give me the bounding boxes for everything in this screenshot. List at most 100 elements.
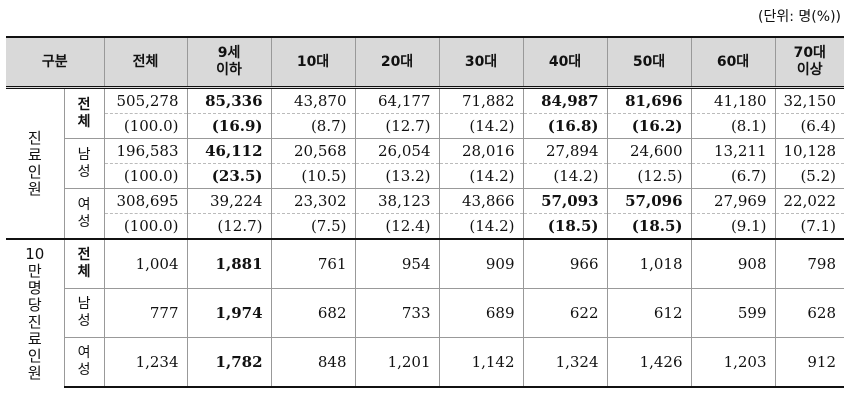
rate-cell: 912 [774,337,845,388]
percent-cell: (14.2) [438,213,524,239]
table-row: (100.0) (12.7) (7.5) (12.4) (14.2) (18.5) (18.… [6,213,845,239]
rate-cell: 682 [270,288,356,338]
table-row: (100.0) (16.9) (8.7) (12.7) (14.2) (16.8) (16.… [6,113,845,139]
percent-cell: (16.8) [522,113,608,139]
count-cell: 13,211 [690,138,776,164]
percent-cell: (12.5) [606,163,692,189]
rate-cell: 1,203 [690,337,776,388]
rate-cell: 612 [606,288,692,338]
count-cell: 22,022 [774,188,845,214]
count-cell: 71,882 [438,86,524,114]
table-row: 남 성 196,583 46,112 20,568 26,054 28,016 27,894 2… [6,138,845,189]
percent-cell: (9.1) [690,213,776,239]
header-age-20s: 20대 [354,36,440,89]
count-cell: 46,112 [186,138,272,164]
count-cell: 85,336 [186,86,272,114]
percent-cell: (12.7) [354,113,440,139]
rate-cell: 1,004 [103,238,188,289]
rate-cell: 761 [270,238,356,289]
table-row: 남 성 777 1,974 682 733 689 622 612 599 628 [6,288,845,338]
count-cell: 24,600 [606,138,692,164]
percent-cell: (100.0) [103,213,188,239]
table-body: 진 료 인 원 전 체 505,278 85,336 43,870 64,177 71,882 84,… [6,86,845,388]
rate-cell: 798 [774,238,845,289]
header-age-70plus: 70대 이상 [774,36,845,89]
percent-cell: (23.5) [186,163,272,189]
percent-cell: (16.2) [606,113,692,139]
percent-cell: (14.2) [438,113,524,139]
header-age-60s: 60대 [690,36,776,89]
table-row: (100.0) (23.5) (10.5) (13.2) (14.2) (14.2) (12… [6,163,845,189]
percent-cell: (6.4) [774,113,845,139]
percent-cell: (10.5) [270,163,356,189]
rate-cell: 966 [522,238,608,289]
header-row: 구분 전체 9세 이하 10대 20대 30대 40대 50대 60대 70대 이상 [6,36,845,89]
rate-cell: 733 [354,288,440,338]
table-row: 여 성 308,695 39,224 23,302 38,123 43,866 57,093 5… [6,188,845,239]
percent-cell: (8.7) [270,113,356,139]
count-cell: 308,695 [103,188,188,214]
percent-cell: (14.2) [438,163,524,189]
rate-cell: 848 [270,337,356,388]
rate-cell: 909 [438,238,524,289]
percent-cell: (12.4) [354,213,440,239]
percent-cell: (8.1) [690,113,776,139]
count-cell: 43,866 [438,188,524,214]
rate-cell: 622 [522,288,608,338]
count-cell: 64,177 [354,86,440,114]
rate-cell: 1,201 [354,337,440,388]
rate-cell: 1,426 [606,337,692,388]
count-cell: 38,123 [354,188,440,214]
rate-cell: 689 [438,288,524,338]
stats-table: 구분 전체 9세 이하 10대 20대 30대 40대 50대 60대 70대 이상… [6,36,845,388]
unit-label: (단위: 명(%)) [758,9,841,25]
rate-cell: 628 [774,288,845,338]
count-cell: 505,278 [103,86,188,114]
count-cell: 84,987 [522,86,608,114]
rate-cell: 1,974 [186,288,272,338]
count-cell: 39,224 [186,188,272,214]
count-cell: 27,969 [690,188,776,214]
rate-cell: 599 [690,288,776,338]
header-age-under9: 9세 이하 [186,36,272,89]
count-cell: 32,150 [774,86,845,114]
count-cell: 20,568 [270,138,356,164]
header-age-40s: 40대 [522,36,608,89]
percent-cell: (7.1) [774,213,845,239]
percent-cell: (5.2) [774,163,845,189]
percent-cell: (18.5) [606,213,692,239]
percent-cell: (18.5) [522,213,608,239]
header-age-50s: 50대 [606,36,692,89]
count-cell: 81,696 [606,86,692,114]
percent-cell: (6.7) [690,163,776,189]
table-row: 여 성 1,234 1,782 848 1,201 1,142 1,324 1,426 1,203… [6,337,845,388]
rate-cell: 1,018 [606,238,692,289]
header-age-10s: 10대 [270,36,356,89]
header-category: 구분 [6,36,105,89]
percent-cell: (7.5) [270,213,356,239]
percent-cell: (100.0) [103,163,188,189]
rate-cell: 1,324 [522,337,608,388]
table-row: 10 만 명 당 진 료 인 원 전 체 1,004 1,881 761 954 909 966 1,018 90… [6,238,845,387]
count-cell: 57,096 [606,188,692,214]
rate-cell: 1,881 [186,238,272,289]
percent-cell: (16.9) [186,113,272,139]
rate-cell: 1,142 [438,337,524,388]
rate-cell: 954 [354,238,440,289]
rate-cell: 777 [103,288,188,338]
rate-cell: 1,234 [103,337,188,388]
count-cell: 41,180 [690,86,776,114]
count-cell: 23,302 [270,188,356,214]
percent-cell: (13.2) [354,163,440,189]
count-cell: 43,870 [270,86,356,114]
table-row: 진 료 인 원 전 체 505,278 85,336 43,870 64,177 71,882 84,… [6,86,845,239]
percent-cell: (100.0) [103,113,188,139]
count-cell: 196,583 [103,138,188,164]
group-label: 10 만 명 당 진 료 인 원 [6,238,64,387]
